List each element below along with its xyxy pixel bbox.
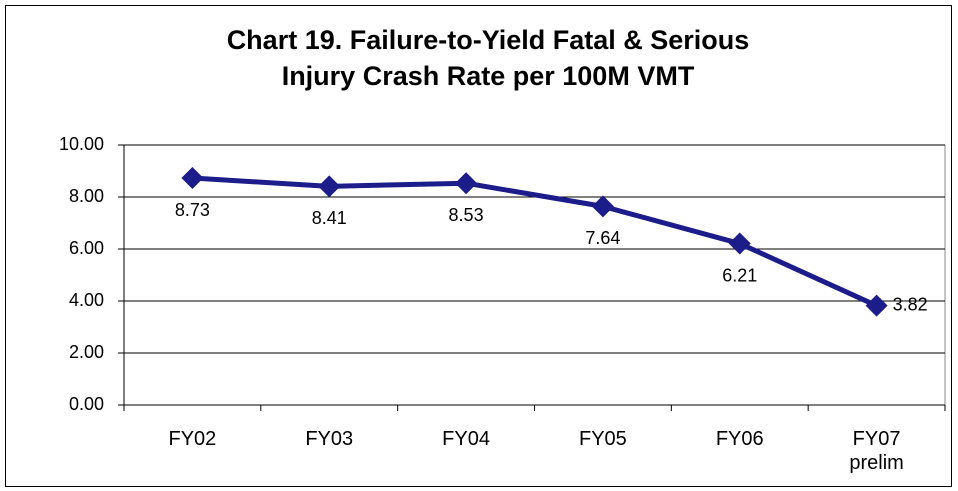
data-label: 3.82 <box>893 294 928 314</box>
chart-title: Injury Crash Rate per 100M VMT <box>282 61 695 91</box>
x-tick-label: FY02 <box>168 428 217 450</box>
y-tick-label: 6.00 <box>69 238 104 258</box>
x-tick-label: FY07 prelim <box>849 428 904 474</box>
y-tick-label: 0.00 <box>69 394 104 414</box>
data-label: 7.64 <box>585 228 620 248</box>
data-point <box>865 294 888 317</box>
data-label: 8.53 <box>449 205 484 225</box>
x-tick-label: FY03 <box>305 428 354 450</box>
y-tick-label: 10.00 <box>59 134 104 154</box>
y-tick-label: 4.00 <box>69 290 104 310</box>
data-point <box>318 175 341 198</box>
data-point <box>591 195 614 218</box>
data-label: 8.73 <box>175 200 210 220</box>
x-tick-label: FY05 <box>579 428 627 450</box>
data-point <box>455 172 478 195</box>
chart-border <box>5 5 952 487</box>
data-point <box>181 167 204 190</box>
data-line <box>192 175 878 308</box>
chart-title: Chart 19. Failure-to-Yield Fatal & Serio… <box>227 25 750 55</box>
y-tick-label: 8.00 <box>69 186 104 206</box>
data-label: 6.21 <box>722 265 757 285</box>
data-point <box>728 232 751 255</box>
x-tick-label: FY06 <box>715 428 764 450</box>
data-label: 8.41 <box>312 208 347 228</box>
x-tick-label: FY04 <box>442 428 490 450</box>
y-tick-label: 2.00 <box>69 342 104 362</box>
